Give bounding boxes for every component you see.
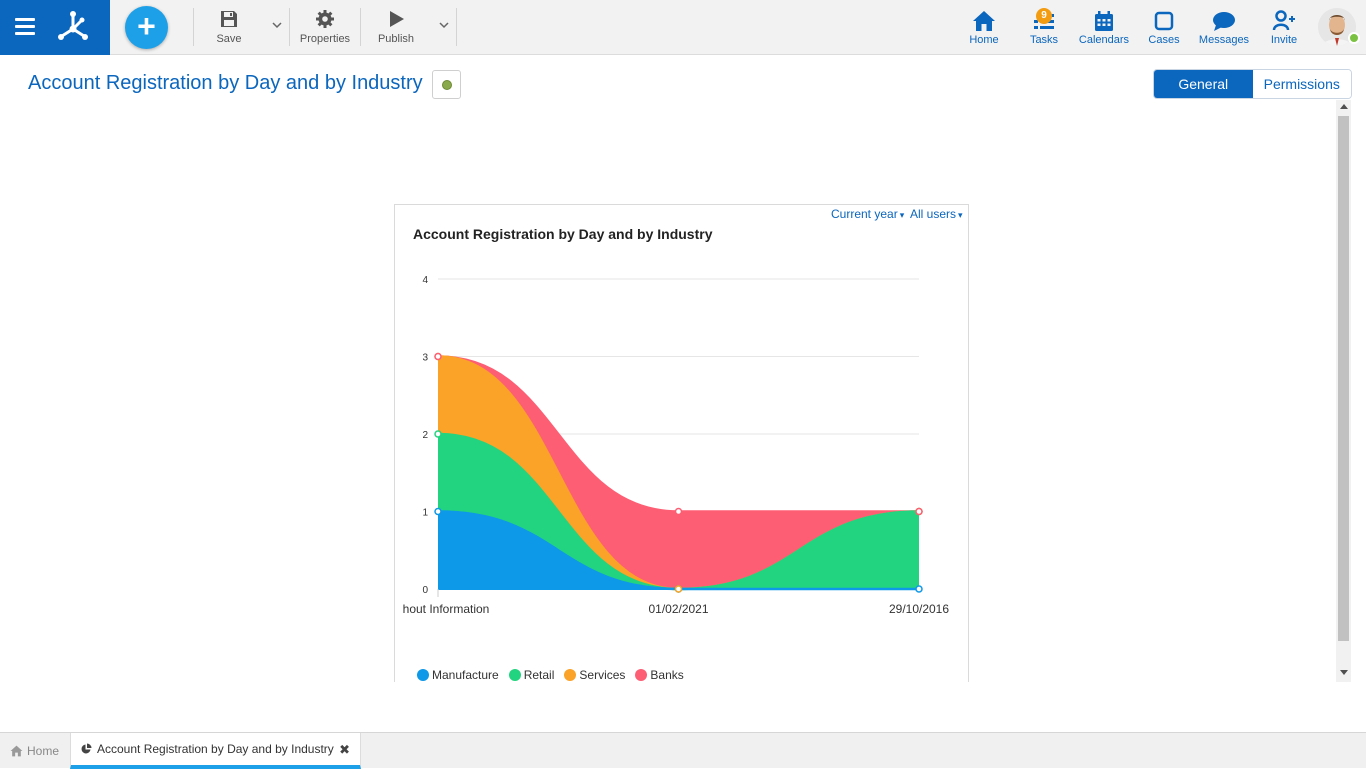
toolbar-divider [289, 8, 290, 46]
tab-permissions[interactable]: Permissions [1252, 70, 1351, 98]
nav-invite-label: Invite [1270, 34, 1298, 46]
chevron-down-icon: ▾ [899, 210, 905, 220]
x-tick-label: hout Information [403, 602, 490, 616]
nav-calendars-label: Calendars [1078, 34, 1130, 46]
nav-tasks-label: Tasks [1029, 34, 1059, 46]
scroll-up-arrow-icon[interactable] [1340, 104, 1348, 109]
online-status-dot [1348, 32, 1360, 44]
data-point-manufacture [434, 507, 442, 516]
legend-swatch [508, 669, 521, 681]
y-tick-label: 3 [422, 353, 428, 364]
nav-cases-label: Cases [1148, 34, 1180, 46]
data-point-banks [915, 507, 923, 516]
data-point-manufacture [915, 585, 923, 593]
legend-label: Services [579, 668, 626, 682]
users-filter[interactable]: All users ▾ [910, 207, 963, 221]
legend-swatch [564, 669, 577, 681]
legend-label: Manufacture [432, 668, 499, 682]
home-icon [10, 745, 23, 756]
series-area-services [438, 356, 919, 589]
chevron-down-icon: ▾ [958, 210, 963, 220]
chart-legend: Manufacture Retail Services Banks [417, 668, 694, 682]
nav-home[interactable]: Home [954, 8, 1014, 46]
gear-icon [316, 10, 334, 28]
top-bar: + Save Properties Publish Home [0, 0, 1366, 55]
users-filter-label: All users [910, 207, 957, 221]
chart-title: Account Registration by Day and by Indus… [413, 226, 713, 242]
x-tick-label: 29/10/2016 [889, 602, 949, 616]
legend-item-retail[interactable]: Retail [508, 668, 555, 682]
toolbar-divider [456, 8, 457, 46]
save-button[interactable]: Save [209, 8, 249, 48]
series-area-banks [438, 356, 919, 589]
bottom-tab-home[interactable]: Home [0, 733, 70, 768]
publish-button[interactable]: Publish [374, 8, 418, 48]
y-tick-label: 0 [422, 585, 428, 596]
menu-icon[interactable] [15, 18, 35, 36]
play-icon [390, 11, 404, 27]
bottom-tab-bar: Home Account Registration by Day and by … [0, 732, 1366, 769]
tab-general[interactable]: General [1154, 70, 1253, 98]
home-icon [973, 11, 995, 31]
legend-swatch [635, 669, 648, 681]
period-filter[interactable]: Current year ▾ [831, 207, 904, 221]
properties-label: Properties [299, 33, 351, 45]
publish-label: Publish [377, 33, 415, 45]
toolbar-divider [193, 8, 194, 46]
legend-label: Banks [650, 668, 684, 682]
legend-label: Retail [523, 668, 555, 682]
legend-item-banks[interactable]: Banks [635, 668, 684, 682]
chat-bubble-icon [1213, 12, 1235, 31]
nav-messages[interactable]: Messages [1194, 8, 1254, 46]
properties-button[interactable]: Properties [298, 8, 352, 48]
nav-tasks[interactable]: 9 Tasks [1014, 8, 1074, 46]
save-icon [221, 11, 237, 27]
series-area-manufacture [438, 511, 919, 589]
cases-icon [1154, 11, 1174, 31]
status-indicator[interactable] [432, 70, 461, 99]
save-label: Save [216, 33, 242, 45]
page-title: Account Registration by Day and by Indus… [28, 72, 423, 94]
view-tabs: General Permissions [1153, 69, 1352, 99]
period-filter-label: Current year [831, 207, 898, 221]
add-user-icon [1272, 10, 1295, 31]
scrollbar-thumb[interactable] [1338, 116, 1349, 641]
legend-item-services[interactable]: Services [564, 668, 625, 682]
save-options-chevron-down-icon[interactable] [270, 17, 284, 33]
add-button[interactable]: + [125, 6, 168, 49]
legend-swatch [417, 669, 429, 681]
nav-home-label: Home [969, 34, 999, 46]
data-point-banks [674, 507, 683, 516]
chart-widget: 0 1 2 3 4 hout Information 01/02/2021 29/10/201… [394, 204, 969, 682]
tasks-badge: 9 [1036, 8, 1052, 24]
pie-chart-icon [81, 743, 92, 754]
y-tick-label: 4 [422, 275, 428, 286]
app-logo-icon[interactable] [55, 9, 91, 45]
series-line-banks [437, 355, 919, 513]
data-point-retail [434, 430, 442, 438]
data-point-banks [434, 352, 442, 361]
y-tick-label: 2 [422, 430, 428, 441]
scroll-down-arrow-icon[interactable] [1340, 670, 1348, 675]
bottom-tab-active[interactable]: Account Registration by Day and by Indus… [70, 733, 361, 769]
x-tick-label: 01/02/2021 [648, 602, 708, 616]
calendar-icon [1095, 11, 1113, 31]
nav-cases[interactable]: Cases [1134, 8, 1194, 46]
brand-area [0, 0, 110, 55]
toolbar-divider [360, 8, 361, 46]
nav-invite[interactable]: Invite [1254, 8, 1314, 46]
publish-options-chevron-down-icon[interactable] [437, 17, 451, 33]
bottom-tab-home-label: Home [27, 743, 60, 758]
area-chart: 0 1 2 3 4 hout Information 01/02/2021 29/10/201… [403, 275, 950, 616]
nav-messages-label: Messages [1198, 34, 1250, 46]
nav-calendars[interactable]: Calendars [1074, 8, 1134, 46]
close-icon[interactable]: ✖ [339, 742, 350, 757]
legend-item-manufacture[interactable]: Manufacture [417, 668, 499, 682]
status-dot [442, 80, 452, 90]
y-tick-label: 1 [422, 508, 428, 519]
bottom-tab-active-label: Account Registration by Day and by Indus… [97, 742, 334, 756]
data-point-services [674, 585, 683, 593]
